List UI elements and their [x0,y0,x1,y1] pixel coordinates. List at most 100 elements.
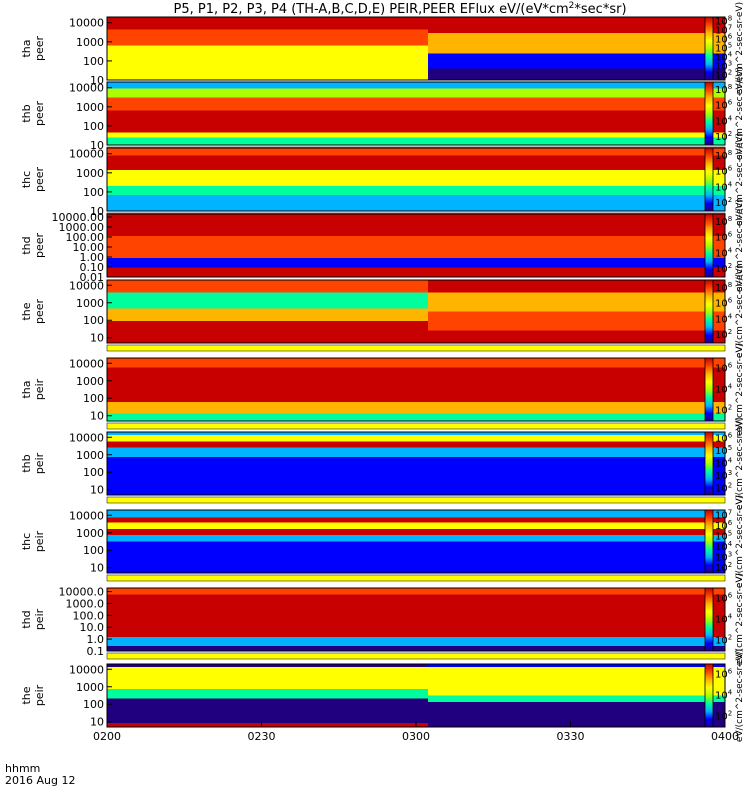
colorbar [704,663,714,728]
y-tick-label: 100 [83,55,104,68]
y-axis-label: thdpeer [20,233,46,259]
colorbar-tick-label: 104 [715,613,733,626]
spectrogram-image [107,588,725,651]
colorbar-tick-label: 104 [715,457,733,470]
x-tick-label: 0400 [711,730,739,743]
colorbar-tick-label: 102 [715,328,732,341]
panel-frame [106,147,726,212]
colorbar [704,81,714,146]
colorbar-label: eV/(cm^2-sec-sr-eV) [735,417,745,510]
panel-the-peir: 10 100 1000 10000 thepeir 102 104 106 eV/(cm^2-s… [20,649,745,742]
y-tick-label: 100 [83,466,104,479]
y-tick-label: 10000 [69,663,104,676]
colorbar-tick-label: 104 [715,312,733,325]
y-tick-label: 10 [90,332,104,345]
y-tick-label: 1000 [76,167,104,180]
colorbar-tick-label: 104 [715,383,733,396]
y-tick-label: 100 [83,186,104,199]
y-tick-label: 10 [90,716,104,729]
colorbar-tick-label: 108 [715,83,732,96]
panel-frame [106,16,726,81]
y-axis-label: thapeer [20,36,46,62]
colorbar-tick-label: 102 [715,710,732,723]
x-tick-label: 0330 [557,730,585,743]
y-tick-label: 10 [90,410,104,423]
panel-frame [106,213,726,278]
y-tick-label: 10 [90,139,104,152]
colorbar-tick-label: 108 [715,215,732,228]
panel-frame [106,509,726,574]
spacecraft-mode-bar [106,574,726,582]
spectrogram-image [107,148,725,211]
spectrogram-image [107,82,725,145]
colorbar-tick-label: 106 [715,297,733,310]
spacecraft-mode-bar [106,422,726,430]
figure-title: P5, P1, P2, P3, P4 (TH-A,B,C,D,E) PEIR,P… [173,1,626,17]
colorbar [704,357,714,422]
colorbar-tick-label: 106 [715,99,733,112]
y-tick-label: 100 [83,314,104,327]
y-tick-label: 10 [90,484,104,497]
colorbar-label: eV/(cm^2-sec-sr-eV) [735,649,745,742]
y-tick-label: 100 [83,392,104,405]
colorbar-tick-label: 104 [715,114,733,127]
colorbar [704,587,714,652]
y-axis-label: thcpeer [20,167,46,193]
panel-frame [106,357,726,422]
panel-thb-peer: 10 100 1000 10000 thbpeer 102 104 106 108 eV/(cm^… [20,67,745,160]
panel-frame [106,81,726,146]
panel-tha-peir: 10 100 1000 10000 thapeir 102 104 106 eV/(cm^2-s… [20,343,745,436]
y-axis-label: thepeer [20,299,46,325]
y-tick-label: 1.0 [87,633,105,646]
date-label: 2016 Aug 12 [5,774,75,787]
colorbar-tick-label: 106 [715,231,733,244]
y-tick-label: 10.00 [73,241,105,254]
y-tick-label: 10000 [69,357,104,370]
x-tick-label: 0230 [248,730,276,743]
y-tick-label: 100 [83,544,104,557]
colorbar-tick-label: 106 [715,431,733,444]
colorbar-label: eV/(cm^2-sec-sr-eV) [735,133,745,226]
y-tick-label: 10 [90,562,104,575]
y-tick-label: 1000 [76,101,104,114]
colorbar-tick-label: 106 [715,668,733,681]
spacecraft-mode-bar [106,344,726,352]
colorbar-tick-label: 104 [715,246,733,259]
spectrogram-image [107,510,725,573]
y-tick-label: 10 [90,205,104,218]
y-axis-label: thbpeer [20,101,46,127]
y-tick-label: 1.00 [80,251,105,264]
y-tick-label: 10000 [69,17,104,30]
colorbar [704,213,714,278]
y-axis-label: thdpeir [20,608,46,630]
y-tick-label: 10.0 [80,621,105,634]
y-tick-label: 100.0 [73,609,105,622]
colorbar-tick-label: 102 [715,634,732,647]
colorbar-tick-label: 104 [715,689,733,702]
colorbar [704,147,714,212]
y-tick-label: 1000 [76,527,104,540]
y-tick-label: 1000.00 [59,221,105,234]
colorbar-tick-label: 106 [715,362,733,375]
spectrogram-segment [107,664,428,727]
colorbar-tick-label: 106 [715,165,733,178]
y-tick-label: 10000 [69,82,104,95]
colorbar-tick-label: 108 [715,281,732,294]
colorbar-label: eV/(cm^2-sec-sr-eV) [735,199,745,292]
spectrogram-segment [107,280,428,343]
y-tick-label: 10000.00 [52,211,105,224]
colorbar-tick-label: 102 [715,196,732,209]
y-tick-label: 1000 [76,449,104,462]
y-tick-label: 1000 [76,36,104,49]
y-axis-label: thbpeir [20,452,46,474]
panel-frame [106,587,726,652]
y-tick-label: 0.1 [87,645,105,658]
spectrogram-image [107,432,725,495]
y-tick-label: 0.10 [80,261,105,274]
y-axis-label: thapeir [20,378,46,400]
x-tick-label: 0300 [402,730,430,743]
y-tick-label: 100 [83,120,104,133]
